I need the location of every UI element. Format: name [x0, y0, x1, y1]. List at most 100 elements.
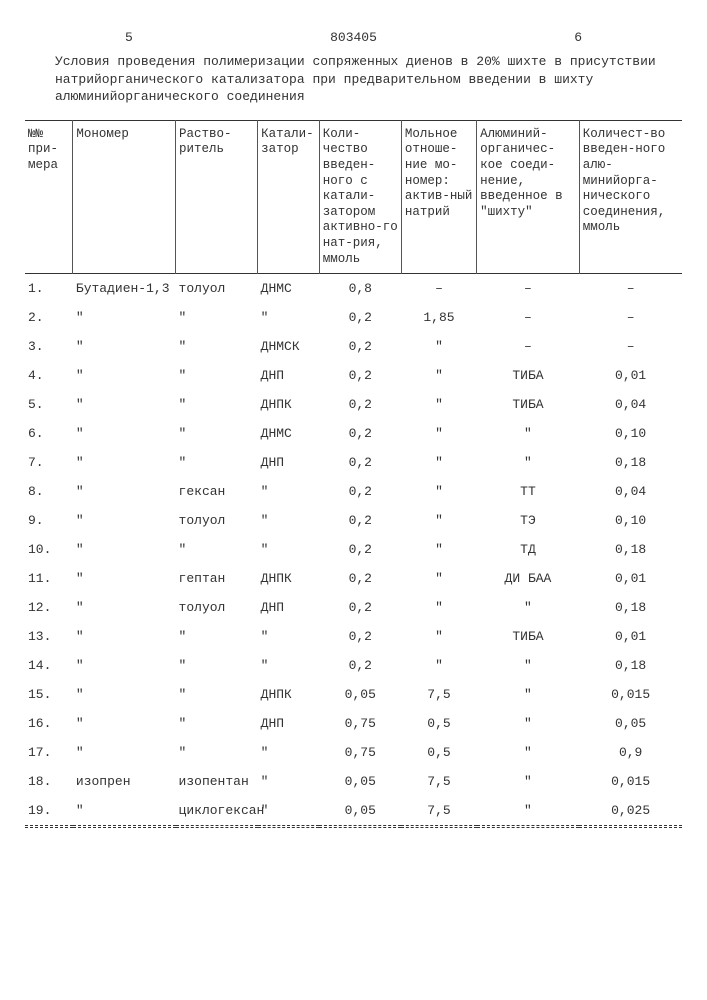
table-cell: толуол [176, 593, 258, 622]
table-cell: 0,18 [579, 535, 682, 564]
table-cell: " [258, 303, 320, 332]
table-cell: " [401, 506, 476, 535]
col-header: Коли-чество введен-ного с катали-затором… [319, 120, 401, 274]
table-cell: 9. [25, 506, 73, 535]
header-row: №№ при-мера Мономер Раство-ритель Катали… [25, 120, 682, 274]
table-cell: 15. [25, 680, 73, 709]
table-cell: ТИБА [477, 390, 580, 419]
table-cell: " [176, 303, 258, 332]
table-cell: 7,5 [401, 767, 476, 796]
table-cell: " [401, 593, 476, 622]
table-cell: 0,5 [401, 738, 476, 767]
table-cell: 1,85 [401, 303, 476, 332]
table-cell: 5. [25, 390, 73, 419]
table-cell: 1. [25, 274, 73, 304]
table-cell: " [477, 651, 580, 680]
table-cell: ТД [477, 535, 580, 564]
table-cell: " [401, 332, 476, 361]
table-cell: 0,75 [319, 738, 401, 767]
table-cell: " [477, 448, 580, 477]
table-row: 12."толуолДНП0,2""0,18 [25, 593, 682, 622]
table-cell: 0,04 [579, 477, 682, 506]
table-caption: Условия проведения полимеризации сопряже… [55, 53, 672, 106]
table-row: 13."""0,2"ТИБА0,01 [25, 622, 682, 651]
table-cell: 0,5 [401, 709, 476, 738]
table-cell: " [73, 303, 176, 332]
table-cell: 11. [25, 564, 73, 593]
table-row: 3.""ДНМСК0,2"–– [25, 332, 682, 361]
table-cell: – [477, 303, 580, 332]
table-cell: 0,04 [579, 390, 682, 419]
table-cell: " [401, 390, 476, 419]
table-cell: 0,01 [579, 361, 682, 390]
table-cell: 0,2 [319, 332, 401, 361]
table-cell: 4. [25, 361, 73, 390]
table-row: 8."гексан"0,2"ТТ0,04 [25, 477, 682, 506]
table-cell: " [73, 477, 176, 506]
table-cell: 0,05 [319, 680, 401, 709]
table-cell: " [176, 332, 258, 361]
table-cell: 0,2 [319, 622, 401, 651]
table-row: 14."""0,2""0,18 [25, 651, 682, 680]
table-cell: " [477, 767, 580, 796]
table-cell: 13. [25, 622, 73, 651]
table-cell: ДИ БАА [477, 564, 580, 593]
table-cell: – [477, 274, 580, 304]
table-cell: " [73, 622, 176, 651]
table-row: 17."""0,750,5"0,9 [25, 738, 682, 767]
table-cell: 0,2 [319, 477, 401, 506]
table-cell: ДНПК [258, 564, 320, 593]
table-cell: " [401, 651, 476, 680]
table-cell: – [579, 274, 682, 304]
table-cell: " [258, 622, 320, 651]
table-cell: " [258, 506, 320, 535]
table-cell: 0,05 [319, 767, 401, 796]
table-cell: 2. [25, 303, 73, 332]
table-row: 16.""ДНП0,750,5"0,05 [25, 709, 682, 738]
table-cell: 0,9 [579, 738, 682, 767]
table-cell: 0,2 [319, 419, 401, 448]
header-numbers: 5 803405 6 [25, 30, 682, 45]
col-header: Количест-во введен-ного алю-минийорга-ни… [579, 120, 682, 274]
col-header: Раство-ритель [176, 120, 258, 274]
data-table: №№ при-мера Мономер Раство-ритель Катали… [25, 120, 682, 829]
table-cell: Бутадиен-1,3 [73, 274, 176, 304]
col-header: №№ при-мера [25, 120, 73, 274]
table-cell: 17. [25, 738, 73, 767]
table-row: 11."гептанДНПК0,2"ДИ БАА0,01 [25, 564, 682, 593]
table-cell: " [477, 709, 580, 738]
table-cell: гексан [176, 477, 258, 506]
table-cell: " [258, 651, 320, 680]
table-cell: 0,2 [319, 564, 401, 593]
table-cell: 10. [25, 535, 73, 564]
table-cell: 7,5 [401, 680, 476, 709]
page-right-num: 6 [574, 30, 582, 45]
table-cell: " [73, 796, 176, 826]
table-cell: " [176, 651, 258, 680]
table-cell: " [477, 738, 580, 767]
table-cell: изопрен [73, 767, 176, 796]
table-row: 10."""0,2"ТД0,18 [25, 535, 682, 564]
col-header: Мономер [73, 120, 176, 274]
table-cell: " [176, 448, 258, 477]
table-cell: " [401, 419, 476, 448]
table-cell: 0,2 [319, 506, 401, 535]
table-cell: " [73, 361, 176, 390]
table-cell: 0,015 [579, 767, 682, 796]
table-cell: 0,01 [579, 564, 682, 593]
table-row: 15.""ДНПК0,057,5"0,015 [25, 680, 682, 709]
table-cell: 0,2 [319, 651, 401, 680]
table-cell: ТИБА [477, 622, 580, 651]
table-cell: 0,10 [579, 506, 682, 535]
table-cell: " [73, 332, 176, 361]
table-cell: " [477, 593, 580, 622]
table-cell: " [401, 564, 476, 593]
table-cell: 19. [25, 796, 73, 826]
table-cell: 18. [25, 767, 73, 796]
table-cell: " [176, 709, 258, 738]
table-cell: " [258, 796, 320, 826]
table-row: 19."циклогексан"0,057,5"0,025 [25, 796, 682, 826]
table-cell: изопентан [176, 767, 258, 796]
table-cell: 0,01 [579, 622, 682, 651]
table-row: 1.Бутадиен-1,3толуолДНМС0,8––– [25, 274, 682, 304]
